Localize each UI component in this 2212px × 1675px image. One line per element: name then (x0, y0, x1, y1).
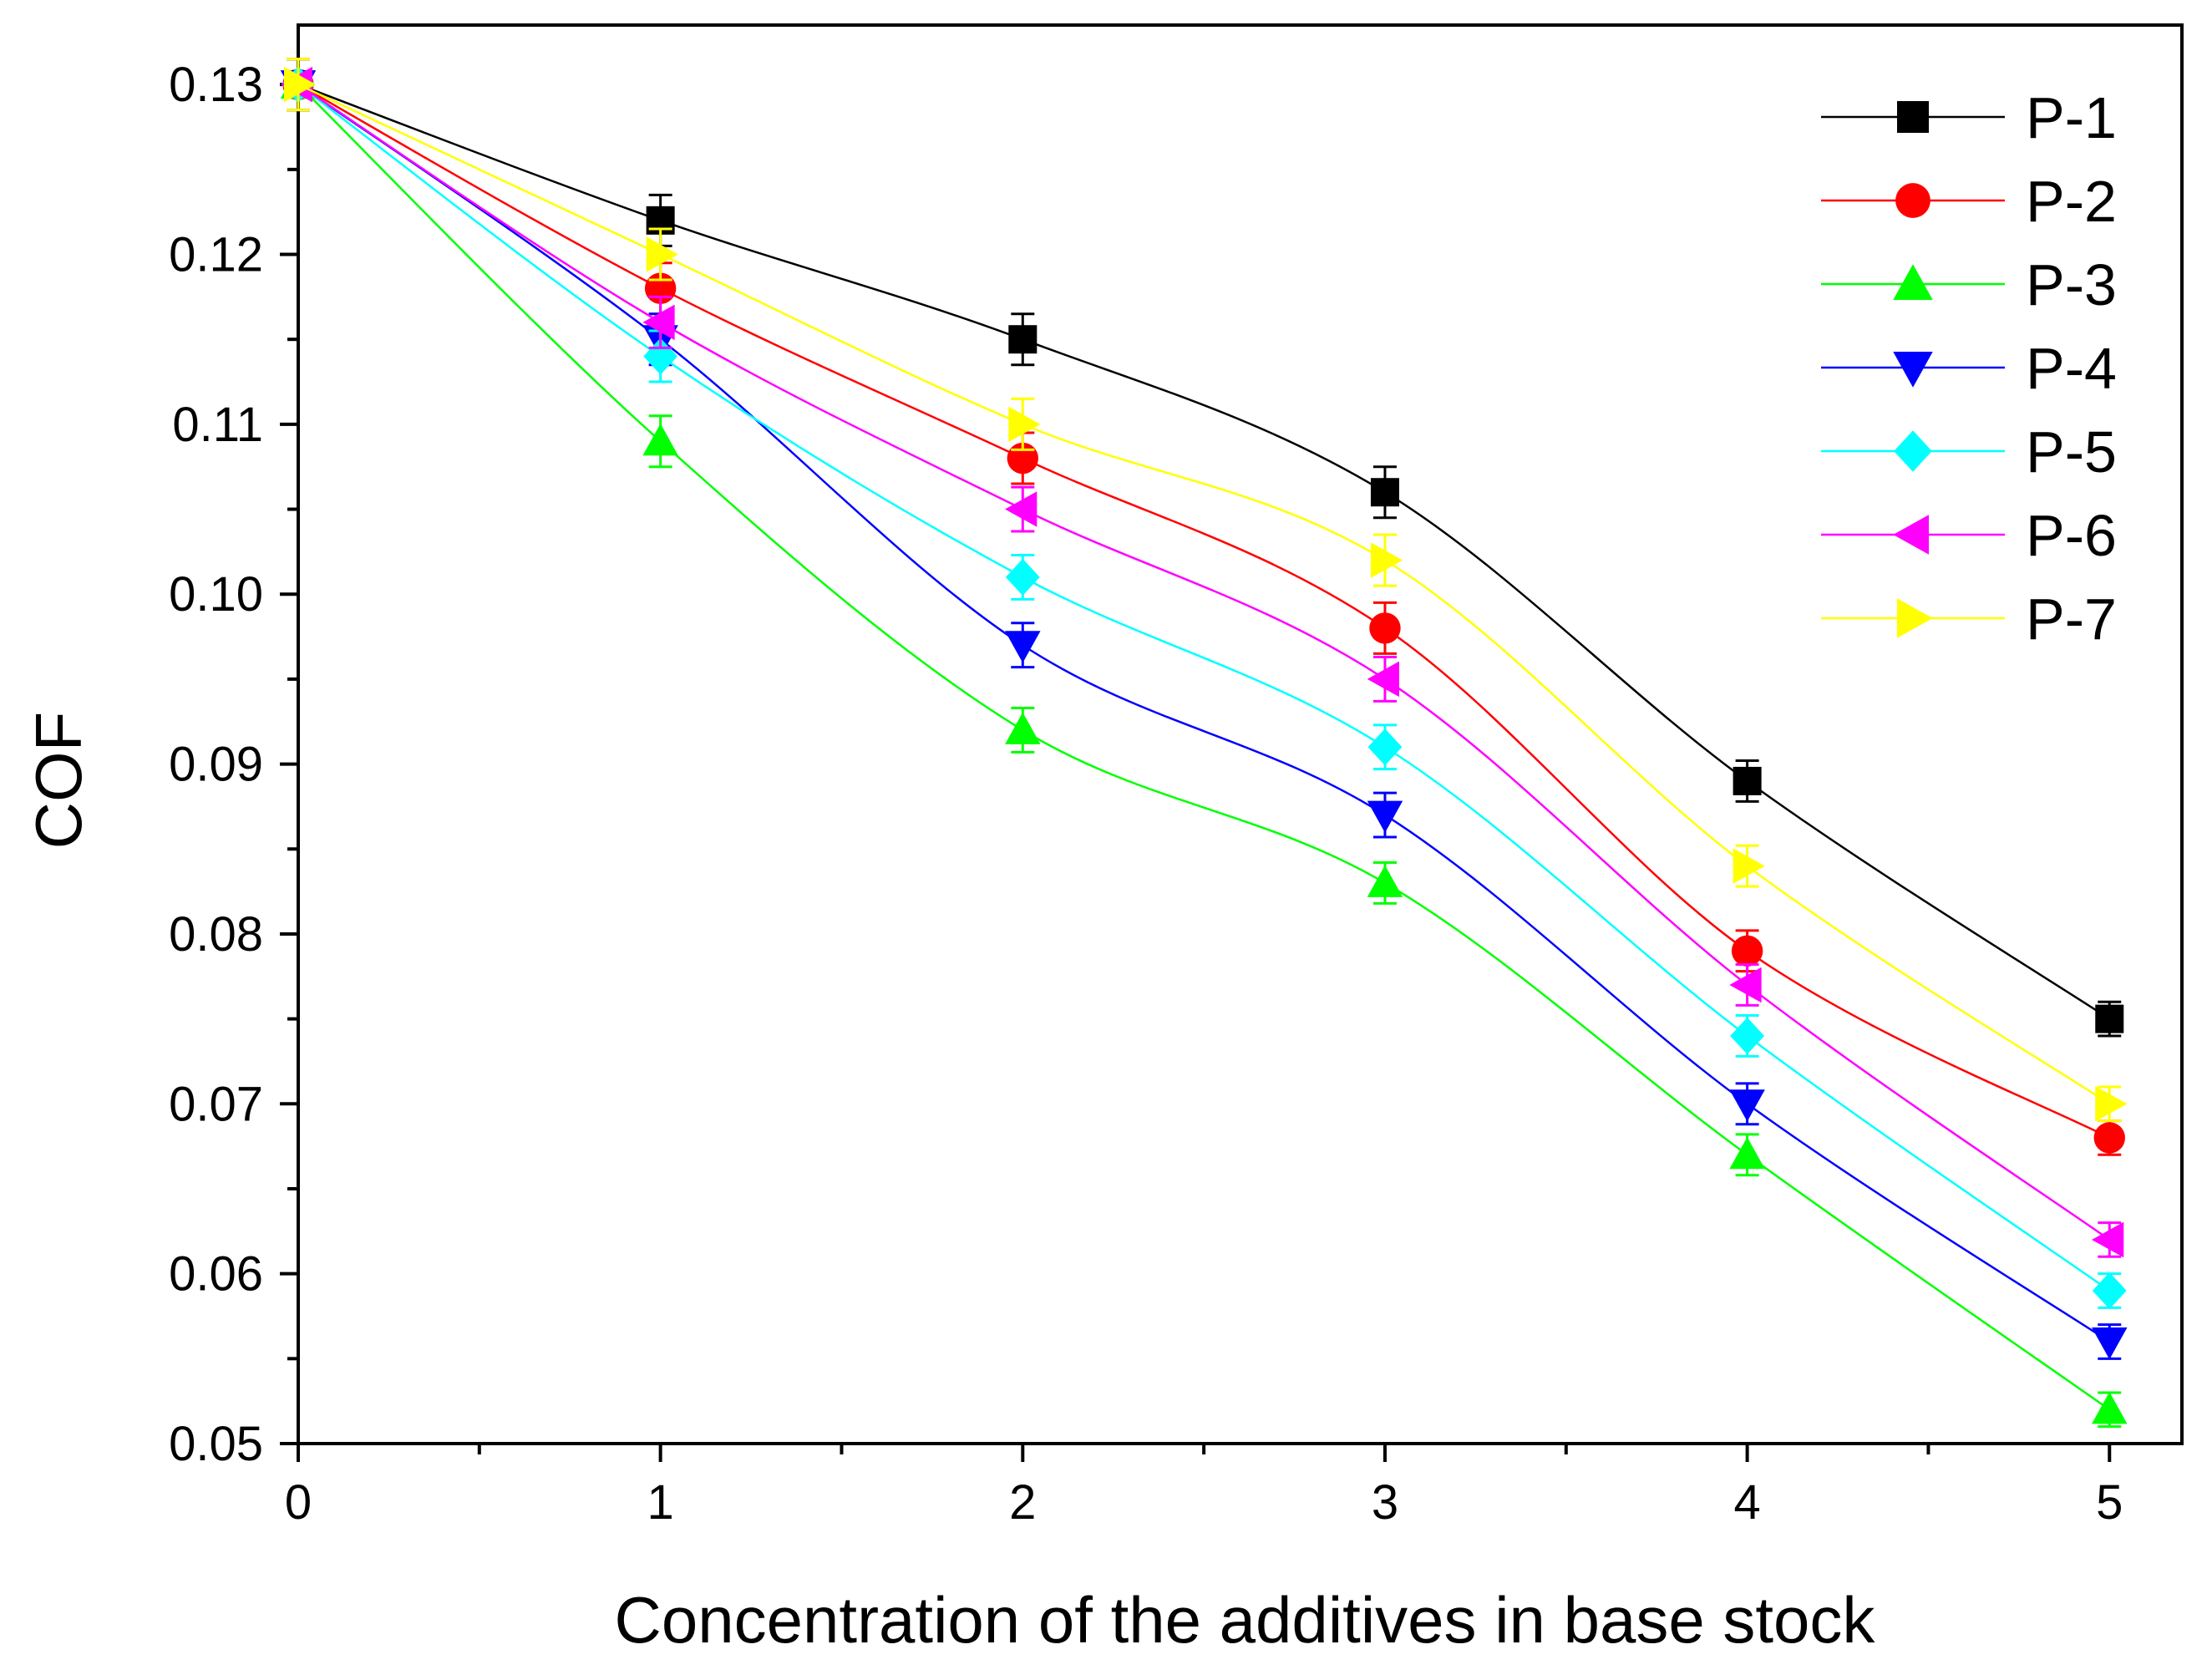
data-point-p-7 (284, 66, 317, 103)
series-p-1 (284, 58, 2124, 1038)
series-p-4 (280, 58, 2128, 1360)
legend-item-p-2: P-2 (1821, 169, 2117, 234)
y-tick-label: 0.06 (169, 1247, 263, 1302)
series-line-p-3 (297, 84, 2110, 1411)
legend-item-p-6: P-6 (1821, 503, 2117, 568)
y-tick-label: 0.13 (169, 58, 263, 112)
data-point-p-2 (2093, 1122, 2125, 1154)
data-point-p-4 (2092, 1327, 2128, 1360)
data-point-p-4 (1367, 800, 1403, 833)
x-tick-label: 5 (2096, 1475, 2123, 1530)
legend-label: P-6 (2026, 503, 2117, 568)
data-point-p-1 (1008, 325, 1038, 354)
axes: 0 1 2 3 4 5 0.05 0.06 0.07 0.08 0.09 0.10 0.11 0.12 0.… (169, 23, 2184, 1530)
series-p-7 (284, 58, 2128, 1123)
legend-item-p-4: P-4 (1821, 336, 2117, 401)
series-line-p-6 (297, 84, 2110, 1241)
y-tick-label: 0.08 (169, 907, 263, 962)
legend-item-p-7: P-7 (1821, 586, 2117, 652)
series-p-5 (281, 58, 2127, 1310)
data-point-p-6 (1729, 967, 1762, 1003)
data-point-p-7 (1370, 542, 1403, 578)
data-point-p-7 (1008, 406, 1041, 443)
series-line-p-1 (297, 84, 2110, 1020)
data-point-p-4 (1729, 1089, 1765, 1122)
data-point-p-7 (1733, 848, 1765, 884)
data-point-p-5 (1005, 558, 1040, 596)
legend-item-p-3: P-3 (1821, 252, 2117, 317)
data-point-p-1 (1733, 766, 1762, 795)
y-tick-label: 0.12 (169, 228, 263, 282)
data-point-p-3 (1367, 865, 1403, 897)
x-tick-label: 4 (1733, 1475, 1760, 1530)
legend-marker (1893, 264, 1933, 300)
series-line-p-5 (297, 84, 2110, 1292)
series-group (280, 58, 2128, 1429)
plot-frame (297, 23, 2184, 1445)
legend-label: P-7 (2026, 586, 2117, 652)
y-tick-label: 0.07 (169, 1077, 263, 1131)
legend-label: P-3 (2026, 252, 2117, 317)
legend-marker (1895, 183, 1930, 218)
legend-label: P-4 (2026, 336, 2117, 401)
legend-item-p-1: P-1 (1821, 85, 2117, 150)
data-point-p-6 (642, 304, 675, 341)
y-axis-title: COF (22, 712, 95, 850)
series-line-p-2 (297, 84, 2110, 1140)
data-point-p-2 (1369, 612, 1401, 644)
y-tick-label: 0.05 (169, 1417, 263, 1471)
y-tick-label: 0.10 (169, 567, 263, 622)
legend-marker (1894, 430, 1932, 472)
series-line-p-7 (297, 84, 2110, 1105)
series-line-p-4 (297, 84, 2110, 1343)
data-point-p-3 (642, 423, 678, 456)
data-point-p-3 (2092, 1392, 2128, 1424)
data-point-p-5 (1367, 728, 1403, 766)
x-axis-title: Concentration of the additives in base s… (615, 1583, 1876, 1657)
x-tick-label: 0 (285, 1475, 312, 1530)
y-tick-label: 0.09 (169, 738, 263, 792)
legend-marker (1893, 352, 1933, 388)
data-point-p-1 (2095, 1004, 2124, 1033)
x-tick-label: 3 (1372, 1475, 1398, 1530)
data-point-p-7 (2095, 1086, 2128, 1122)
legend-label: P-5 (2026, 419, 2117, 485)
data-point-p-4 (1005, 631, 1041, 663)
series-p-2 (282, 58, 2125, 1156)
data-point-p-5 (2092, 1271, 2127, 1310)
x-tick-label: 2 (1009, 1475, 1036, 1530)
legend-label: P-1 (2026, 85, 2117, 150)
legend-marker (1893, 515, 1929, 555)
data-point-p-2 (1731, 935, 1763, 967)
data-point-p-1 (1370, 478, 1399, 507)
x-tick-label: 1 (647, 1475, 674, 1530)
data-point-p-6 (1367, 661, 1399, 698)
data-point-p-6 (1005, 491, 1038, 527)
data-point-p-7 (646, 236, 678, 272)
legend-item-p-5: P-5 (1821, 419, 2117, 485)
data-point-p-5 (1730, 1017, 1765, 1055)
y-tick-label: 0.11 (172, 398, 263, 452)
legend-label: P-2 (2026, 169, 2117, 234)
data-point-p-3 (1729, 1137, 1765, 1170)
legend: P-1 P-2 P-3 P-4 P-5 P-6 P-7 (1821, 85, 2117, 652)
legend-marker (1897, 101, 1929, 133)
data-point-p-3 (1005, 712, 1041, 744)
legend-marker (1897, 598, 1933, 638)
data-point-p-6 (2092, 1221, 2124, 1258)
